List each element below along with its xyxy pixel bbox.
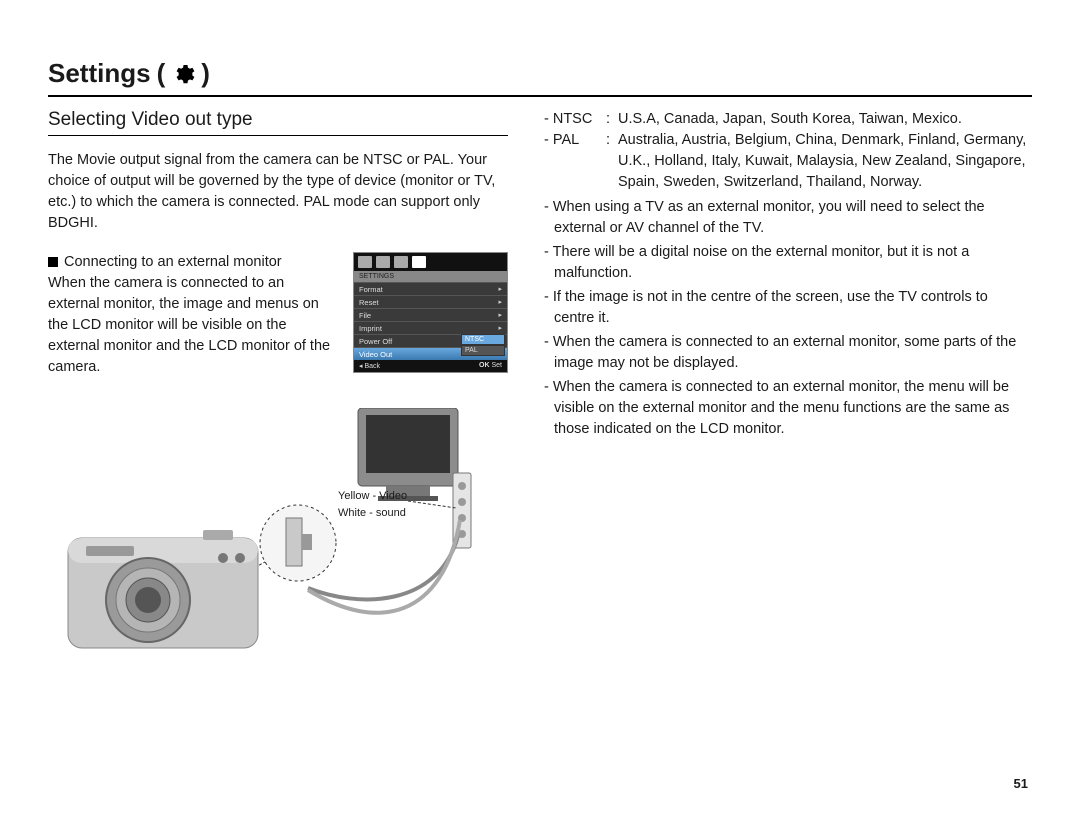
menu-item-label: File (359, 311, 371, 320)
content-columns: Selecting Video out type The Movie outpu… (48, 109, 1032, 668)
menu-item-imprint: Imprint ▸ (354, 321, 507, 334)
chevron-right-icon: ▸ (498, 298, 502, 306)
tab-sound-icon (376, 256, 390, 268)
page-number: 51 (1014, 776, 1028, 791)
menu-heading: SETTINGS (354, 271, 507, 282)
pal-label: - PAL (544, 130, 606, 193)
bullet-block: Connecting to an external monitor When t… (48, 252, 339, 378)
menu-tabs (354, 253, 507, 271)
menu-item-label: Format (359, 285, 383, 294)
tab-settings-icon (412, 256, 426, 268)
tab-display-icon (394, 256, 408, 268)
menu-item-label: Video Out (359, 350, 392, 359)
ok-hint: OK Set (479, 362, 502, 370)
diagram-svg (48, 408, 508, 668)
ntsc-row: - NTSC : U.S.A, Canada, Japan, South Kor… (544, 109, 1032, 130)
bullet-and-menu-row: Connecting to an external monitor When t… (48, 252, 508, 378)
menu-bottom-bar: ◂ Back OK Set (354, 360, 507, 372)
note-item: - There will be a digital noise on the e… (544, 242, 1032, 284)
ntsc-label: - NTSC (544, 109, 606, 130)
note-item: - If the image is not in the centre of t… (544, 287, 1032, 329)
camera-menu-screenshot: SETTINGS Format ▸ Reset ▸ File ▸ Imprint ▸ P… (353, 252, 508, 373)
submenu-pal: PAL (461, 345, 505, 356)
submenu: NTSC PAL (461, 334, 505, 356)
back-hint: ◂ Back (359, 362, 380, 370)
chevron-right-icon: ▸ (498, 324, 502, 332)
menu-item-reset: Reset ▸ (354, 295, 507, 308)
menu-item-label: Reset (359, 298, 379, 307)
bullet-heading: Connecting to an external monitor (64, 254, 282, 270)
cable-video-label: Yellow - Video (338, 488, 407, 505)
set-label: Set (491, 362, 502, 369)
back-label: Back (364, 363, 380, 370)
tab-camera-icon (358, 256, 372, 268)
title-row: Settings ( ) (48, 58, 1032, 97)
section-heading: Selecting Video out type (48, 109, 508, 136)
chevron-right-icon: ▸ (498, 311, 502, 319)
right-column: - NTSC : U.S.A, Canada, Japan, South Kor… (544, 109, 1032, 668)
note-item: - When the camera is connected to an ext… (544, 332, 1032, 374)
pal-row: - PAL : Australia, Austria, Belgium, Chi… (544, 130, 1032, 193)
left-column: Selecting Video out type The Movie outpu… (48, 109, 508, 668)
title-paren-close: ) (201, 58, 210, 89)
menu-item-label: Power Off (359, 337, 392, 346)
chevron-right-icon: ▸ (498, 285, 502, 293)
ntsc-body: U.S.A, Canada, Japan, South Korea, Taiwa… (618, 109, 1032, 130)
menu-item-format: Format ▸ (354, 282, 507, 295)
cable-sound-label: White - sound (338, 505, 407, 522)
page-title: Settings (48, 58, 151, 89)
menu-item-file: File ▸ (354, 308, 507, 321)
square-bullet-icon (48, 257, 58, 267)
intro-paragraph: The Movie output signal from the camera … (48, 150, 508, 234)
ok-label: OK (479, 362, 490, 369)
menu-item-label: Imprint (359, 324, 382, 333)
cable-labels: Yellow - Video White - sound (338, 488, 407, 521)
title-paren-open: ( (157, 58, 166, 89)
bullet-body: When the camera is connected to an exter… (48, 275, 330, 375)
note-item: - When the camera is connected to an ext… (544, 377, 1032, 440)
note-item: - When using a TV as an external monitor… (544, 197, 1032, 239)
colon: : (606, 109, 618, 130)
pal-body: Australia, Austria, Belgium, China, Denm… (618, 130, 1032, 193)
gear-icon (171, 62, 195, 86)
submenu-ntsc: NTSC (461, 334, 505, 345)
colon: : (606, 130, 618, 193)
notes-list: - When using a TV as an external monitor… (544, 197, 1032, 440)
connection-diagram: Yellow - Video White - sound (48, 408, 508, 668)
camera-icon (68, 530, 258, 648)
